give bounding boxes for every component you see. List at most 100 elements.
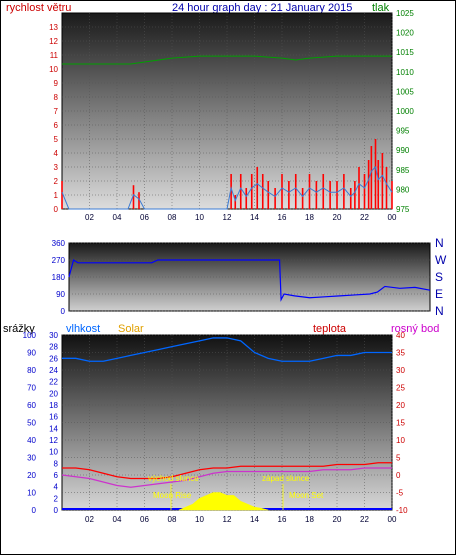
- time-axis-tick: 22: [360, 213, 369, 222]
- humidity-axis-tick: 6: [54, 471, 59, 480]
- temperature-label: teplota: [313, 323, 347, 335]
- rain-axis-tick: 60: [27, 401, 36, 410]
- time-axis-tick: 12: [223, 515, 232, 524]
- time-axis-tick: 16: [278, 515, 287, 524]
- rain-axis-tick: 70: [27, 384, 36, 393]
- pressure-axis-tick: 1020: [396, 29, 414, 38]
- time-axis-tick: 18: [305, 515, 314, 524]
- direction-axis-tick: 360: [52, 239, 66, 248]
- pressure-axis-tick: 1015: [396, 48, 414, 57]
- time-axis-tick: 06: [140, 213, 149, 222]
- wind-axis-tick: 12: [49, 37, 58, 46]
- moonset-annotation: Moon Set: [289, 491, 324, 500]
- time-axis-tick: 10: [195, 213, 204, 222]
- rain-axis-tick: 100: [23, 331, 37, 340]
- wind-axis-tick: 10: [49, 65, 58, 74]
- pressure-line: [62, 55, 392, 65]
- series-layer: [61, 55, 431, 511]
- pressure-axis-tick: 1005: [396, 87, 414, 96]
- wind-axis-tick: 11: [50, 51, 59, 60]
- time-axis-tick: 14: [250, 515, 259, 524]
- humidity-axis-tick: 20: [49, 389, 58, 398]
- humidity-axis-tick: 10: [49, 448, 58, 457]
- wind-axis-tick: 8: [54, 93, 59, 102]
- time-axis-tick: 22: [360, 515, 369, 524]
- wind-average-line: [61, 165, 393, 210]
- wind-axis-tick: 13: [49, 23, 58, 32]
- humidity-axis-tick: 0: [54, 506, 59, 515]
- temperature-axis-tick: -10: [396, 506, 408, 515]
- direction-axis-tick: 90: [56, 290, 65, 299]
- wind-axis-tick: 0: [54, 205, 59, 214]
- dewpoint-label: rosný bod: [391, 323, 439, 335]
- astro-annotations: východ slunce západ slunce Moon Rise Moo…: [148, 474, 324, 510]
- humidity-label: vlhkost: [66, 323, 100, 335]
- temperature-axis-tick: -5: [396, 489, 404, 498]
- time-axis-tick: 00: [388, 213, 397, 222]
- time-axis-tick: 06: [140, 515, 149, 524]
- sunrise-annotation: východ slunce: [148, 474, 199, 483]
- rain-label: srážky: [3, 323, 35, 335]
- wind-speed-label: rychlost větru: [6, 2, 71, 14]
- rain-axis-tick: 10: [27, 489, 36, 498]
- humidity-axis-tick: 30: [49, 331, 58, 340]
- temperature-axis-tick: 15: [396, 419, 405, 428]
- temperature-axis-tick: 10: [396, 436, 405, 445]
- time-axis-tick: 04: [113, 515, 122, 524]
- direction-axis-tick: 180: [52, 273, 66, 282]
- temperature-axis-tick: 25: [396, 384, 405, 393]
- time-axis-tick: 08: [168, 515, 177, 524]
- time-axis-tick: 18: [305, 213, 314, 222]
- temperature-axis-tick: 40: [396, 331, 405, 340]
- solar-label: Solar: [118, 323, 144, 335]
- pressure-axis-tick: 1010: [396, 68, 414, 77]
- humidity-axis-tick: 16: [49, 413, 58, 422]
- rain-axis-tick: 30: [27, 454, 36, 463]
- pressure-axis-tick: 995: [396, 127, 410, 136]
- compass-label: E: [435, 287, 443, 301]
- rain-axis-tick: 90: [27, 349, 36, 358]
- humidity-axis-tick: 22: [49, 378, 58, 387]
- time-axis-tick: 00: [388, 515, 397, 524]
- temperature-axis-tick: 0: [396, 471, 401, 480]
- pressure-axis-tick: 975: [396, 205, 410, 214]
- humidity-axis-tick: 14: [49, 424, 58, 433]
- time-axis-tick: 12: [223, 213, 232, 222]
- pressure-axis-tick: 985: [396, 166, 410, 175]
- humidity-axis-tick: 8: [54, 459, 59, 468]
- compass-label: W: [435, 253, 447, 267]
- wind-axis-tick: 3: [54, 163, 59, 172]
- temperature-axis-tick: 5: [396, 454, 401, 463]
- chart-title: 24 hour graph day : 21 January 2015: [172, 2, 352, 14]
- wind-axis-tick: 7: [54, 107, 59, 116]
- wind-axis-tick: 2: [54, 177, 59, 186]
- humidity-axis-tick: 26: [49, 354, 58, 363]
- dewpoint-line: [61, 467, 392, 488]
- grid-layer: [62, 13, 430, 511]
- compass-label: N: [435, 304, 444, 318]
- rain-axis-tick: 0: [32, 506, 37, 515]
- rain-axis-tick: 40: [27, 436, 36, 445]
- wind-direction-line: [68, 259, 431, 302]
- humidity-axis-tick: 12: [49, 436, 58, 445]
- solar-area: [178, 492, 269, 511]
- time-axis-tick: 08: [168, 213, 177, 222]
- wind-axis-tick: 6: [54, 121, 59, 130]
- compass-label: N: [435, 236, 444, 250]
- wind-axis-tick: 4: [54, 149, 59, 158]
- pressure-axis-tick: 1025: [396, 9, 414, 18]
- humidity-axis-tick: 2: [54, 494, 59, 503]
- time-axis-tick: 14: [250, 213, 259, 222]
- humidity-line: [62, 337, 392, 362]
- rain-axis-tick: 80: [27, 366, 36, 375]
- direction-axis-tick: 270: [52, 256, 66, 265]
- time-axis-tick: 20: [333, 515, 342, 524]
- wind-axis-tick: 1: [54, 191, 59, 200]
- time-axis-tick: 20: [333, 213, 342, 222]
- time-axis-tick: 02: [85, 213, 94, 222]
- time-axis-tick: 04: [113, 213, 122, 222]
- time-axis-tick: 10: [195, 515, 204, 524]
- temperature-axis-tick: 30: [396, 366, 405, 375]
- time-axis-tick: 16: [278, 213, 287, 222]
- direction-axis-tick: 0: [61, 307, 66, 316]
